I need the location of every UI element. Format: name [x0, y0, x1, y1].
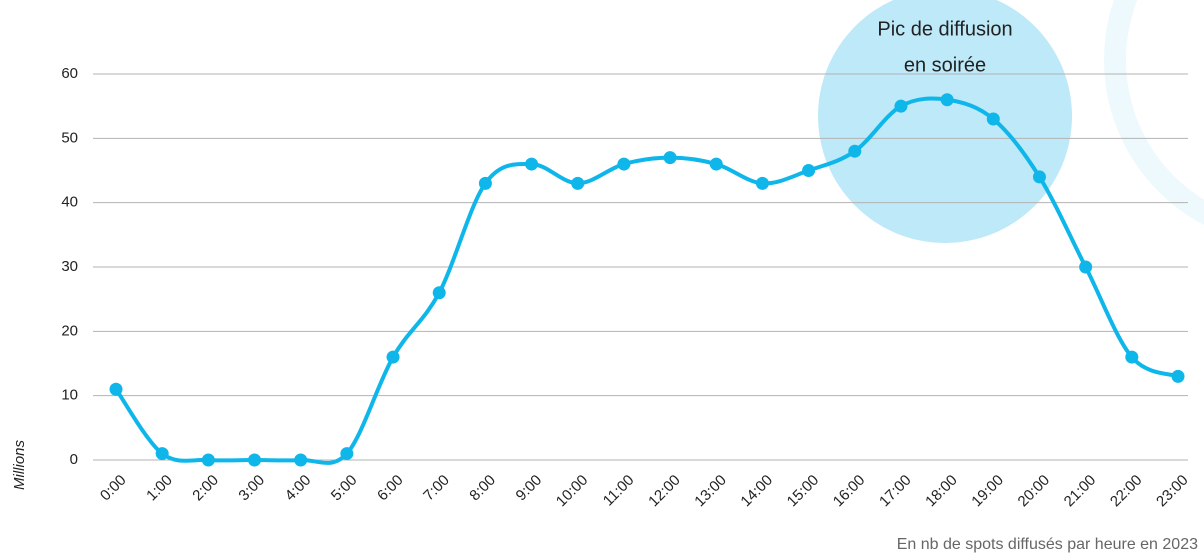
x-tick-label: 8:00 [466, 472, 499, 505]
x-tick-label: 5:00 [328, 472, 361, 505]
x-tick-label: 13:00 [691, 472, 730, 511]
point [201, 453, 215, 467]
point [155, 447, 169, 461]
y-tick-label: 0 [70, 451, 78, 468]
y-tick-label: 20 [61, 322, 78, 339]
point [294, 453, 308, 467]
point [432, 286, 446, 300]
point [248, 453, 262, 467]
point [802, 164, 816, 177]
annotation: en soirée [904, 54, 986, 76]
x-tick-label: 20:00 [1015, 472, 1054, 511]
x-tick-label: 18:00 [922, 472, 961, 511]
point [386, 350, 400, 364]
highlight-circle [818, 0, 1072, 243]
point [1125, 350, 1139, 364]
point [940, 93, 954, 107]
point [617, 157, 631, 171]
x-tick-label: 22:00 [1107, 472, 1146, 511]
x-tick-label: 16:00 [830, 472, 869, 511]
x-tick-label: 11:00 [600, 472, 638, 510]
x-tick-label: 15:00 [784, 472, 823, 511]
y-tick-label: 10 [61, 387, 78, 404]
point [709, 157, 723, 171]
footnote: En nb de spots diffusés par heure en 202… [897, 536, 1198, 553]
point [525, 157, 539, 171]
point [663, 151, 677, 165]
annotation: Pic de diffusion [877, 18, 1012, 40]
point [986, 112, 1000, 126]
y-tick-label: 50 [61, 129, 78, 146]
x-tick-label: 7:00 [420, 472, 453, 505]
y-tick-label: 40 [61, 194, 78, 211]
x-tick-label: 10:00 [553, 472, 592, 511]
x-tick-label: 3:00 [235, 472, 268, 505]
decoration [1104, 0, 1204, 225]
point [478, 176, 492, 190]
x-tick-label: 0:00 [97, 472, 130, 505]
point [1171, 369, 1185, 383]
y-axis-label: Millions [11, 439, 28, 490]
y-tick-label: 30 [61, 258, 78, 275]
point [340, 447, 354, 461]
point [848, 144, 862, 158]
x-tick-label: 2:00 [189, 472, 222, 505]
x-tick-label: 4:00 [282, 472, 315, 505]
x-tick-label: 1:00 [143, 472, 176, 505]
x-tick-label: 9:00 [513, 472, 546, 505]
point [571, 176, 585, 190]
point [1032, 170, 1046, 184]
x-tick-label: 19:00 [968, 472, 1007, 511]
point [109, 382, 123, 396]
point [894, 99, 908, 113]
point [1079, 260, 1093, 274]
x-tick-label: 17:00 [876, 472, 915, 511]
x-tick-label: 6:00 [374, 472, 407, 505]
x-tick-label: 21:00 [1061, 472, 1100, 511]
y-tick-label: 60 [61, 65, 78, 82]
x-tick-label: 23:00 [1153, 472, 1192, 511]
x-tick-label: 12:00 [645, 472, 684, 511]
x-tick-label: 14:00 [737, 472, 776, 511]
point [755, 176, 769, 190]
